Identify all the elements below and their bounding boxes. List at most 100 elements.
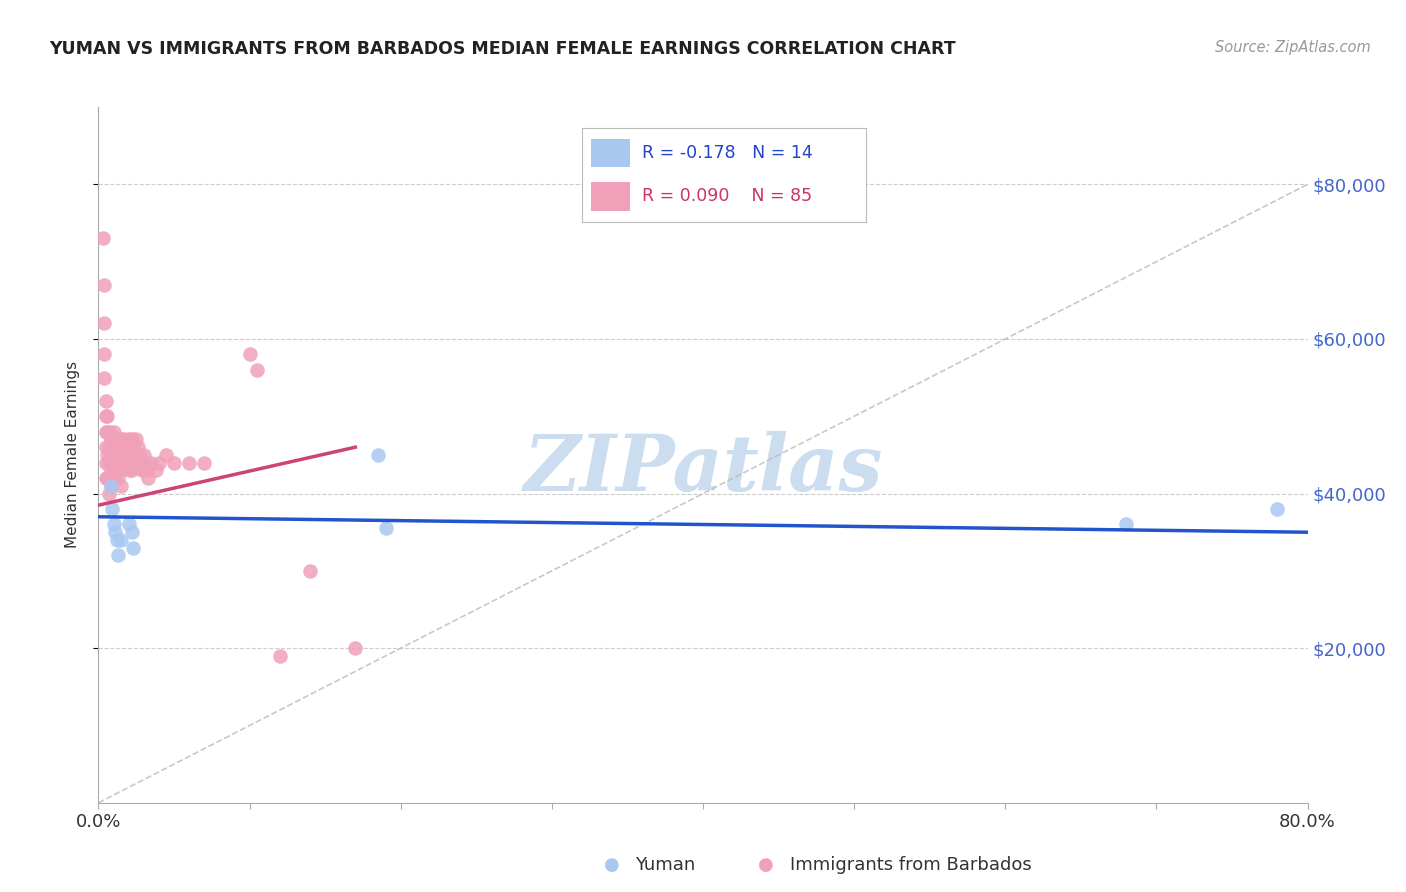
Point <box>114 456 136 470</box>
Point <box>94 456 117 470</box>
Point <box>91 231 114 245</box>
Point <box>136 471 159 485</box>
Point <box>110 533 132 547</box>
Point <box>112 448 135 462</box>
Point <box>100 479 122 493</box>
Point <box>103 456 125 470</box>
Point <box>299 564 322 578</box>
Point <box>108 440 131 454</box>
Point <box>179 456 201 470</box>
Point <box>98 425 121 439</box>
Point <box>120 456 142 470</box>
Point <box>93 277 115 292</box>
Point <box>103 440 125 454</box>
Y-axis label: Median Female Earnings: Median Female Earnings <box>65 361 80 549</box>
Point <box>193 456 215 470</box>
Point <box>94 471 117 485</box>
Point <box>94 425 117 439</box>
Point <box>239 347 262 361</box>
Point <box>124 448 146 462</box>
Point <box>104 433 127 447</box>
Point <box>110 479 132 493</box>
Point <box>93 317 115 331</box>
Point <box>101 440 124 454</box>
Point <box>134 456 156 470</box>
Point <box>155 448 177 462</box>
Point <box>114 440 136 454</box>
Text: YUMAN VS IMMIGRANTS FROM BARBADOS MEDIAN FEMALE EARNINGS CORRELATION CHART: YUMAN VS IMMIGRANTS FROM BARBADOS MEDIAN… <box>49 40 956 58</box>
Point <box>125 433 148 447</box>
Point <box>96 471 118 485</box>
Point <box>122 541 145 555</box>
Point <box>98 486 121 500</box>
Point <box>107 471 129 485</box>
Point <box>122 440 145 454</box>
Point <box>105 440 128 454</box>
Point <box>246 363 269 377</box>
Point <box>121 448 143 462</box>
Point <box>98 471 121 485</box>
Point <box>118 463 141 477</box>
Point <box>125 448 148 462</box>
Point <box>118 517 141 532</box>
Point <box>131 463 153 477</box>
Point <box>107 549 129 563</box>
Point <box>118 433 141 447</box>
Point <box>115 456 138 470</box>
Point <box>98 456 121 470</box>
Point <box>103 471 125 485</box>
Point <box>94 409 117 424</box>
Point <box>115 440 138 454</box>
Point <box>120 440 142 454</box>
Point <box>94 440 117 454</box>
Point <box>93 370 115 384</box>
Point <box>163 456 186 470</box>
Point <box>105 463 128 477</box>
Point <box>100 479 122 493</box>
Point <box>121 433 143 447</box>
Point <box>93 347 115 361</box>
Point <box>110 433 132 447</box>
Point <box>128 448 150 462</box>
Point <box>110 448 132 462</box>
Point <box>121 525 143 540</box>
Point <box>101 456 124 470</box>
Point <box>148 456 170 470</box>
Point <box>105 533 128 547</box>
Text: ZIPatlas: ZIPatlas <box>523 431 883 507</box>
Point <box>145 463 167 477</box>
Point <box>101 471 124 485</box>
Point <box>96 425 118 439</box>
Point <box>374 521 396 535</box>
Point <box>135 463 157 477</box>
Point <box>129 456 152 470</box>
Point <box>1267 502 1289 516</box>
Point <box>100 463 122 477</box>
Text: Immigrants from Barbados: Immigrants from Barbados <box>790 856 1032 874</box>
Point <box>100 448 122 462</box>
Point <box>344 641 367 656</box>
Point <box>132 463 155 477</box>
Point <box>101 502 124 516</box>
Text: ●: ● <box>758 856 775 874</box>
Text: Yuman: Yuman <box>636 856 696 874</box>
Point <box>110 463 132 477</box>
Text: Source: ZipAtlas.com: Source: ZipAtlas.com <box>1215 40 1371 55</box>
Text: ●: ● <box>603 856 620 874</box>
Point <box>118 448 141 462</box>
Point <box>127 440 149 454</box>
Point <box>96 448 118 462</box>
Point <box>367 448 389 462</box>
Point <box>104 525 127 540</box>
Point <box>122 456 145 470</box>
Point <box>103 517 125 532</box>
Point <box>1115 517 1137 532</box>
Point <box>94 393 117 408</box>
Point <box>121 463 143 477</box>
Point <box>112 433 135 447</box>
Point <box>96 409 118 424</box>
Point <box>141 456 163 470</box>
Point <box>269 648 291 663</box>
Point <box>111 456 134 470</box>
Point <box>100 433 122 447</box>
